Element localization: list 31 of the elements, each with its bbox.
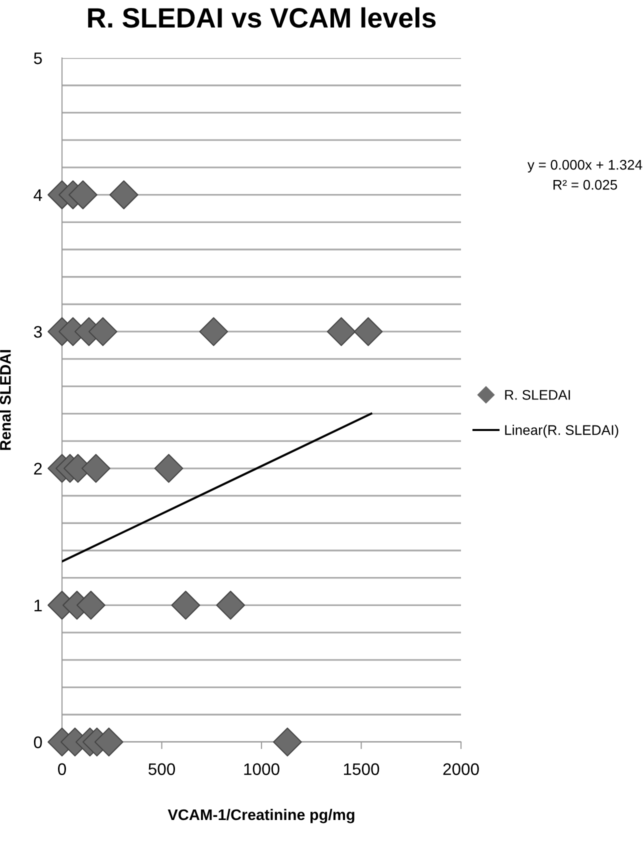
point — [199, 317, 228, 346]
legend-label: Linear(R. SLEDAI) — [505, 424, 618, 438]
point — [216, 590, 246, 620]
point — [171, 590, 200, 620]
point — [94, 728, 124, 756]
text: y = 0.000x + 1.324 — [528, 160, 642, 172]
x-tick-label: 0 — [58, 763, 66, 776]
point — [272, 728, 302, 756]
y-tick-label: 3 — [34, 326, 42, 338]
y-tick-label: 0 — [34, 736, 42, 748]
x-tick-label: 1500 — [344, 763, 380, 776]
point — [88, 317, 118, 346]
point — [326, 317, 356, 346]
y-tick-label: 5 — [34, 52, 42, 64]
x-tick-label: 500 — [148, 763, 176, 776]
x-tick-label: 1000 — [244, 763, 280, 776]
y-tick-label: 1 — [34, 600, 42, 612]
chart-title: R. SLEDAI vs VCAM levels — [88, 7, 436, 28]
point — [354, 317, 383, 346]
point — [76, 590, 106, 620]
y-axis-title: Renal SLEDAI — [0, 350, 11, 450]
legend-label: R. SLEDAI — [505, 390, 570, 400]
text: R² = 0.025 — [554, 180, 618, 190]
x-axis-title: VCAM-1/Creatinine pg/mg — [168, 808, 354, 824]
point — [81, 454, 110, 483]
point — [68, 180, 98, 210]
y-tick-label: 2 — [34, 462, 42, 474]
point — [154, 454, 184, 483]
y-tick-label: 4 — [34, 189, 42, 201]
point — [109, 180, 138, 210]
x-tick-label: 2000 — [443, 763, 479, 776]
